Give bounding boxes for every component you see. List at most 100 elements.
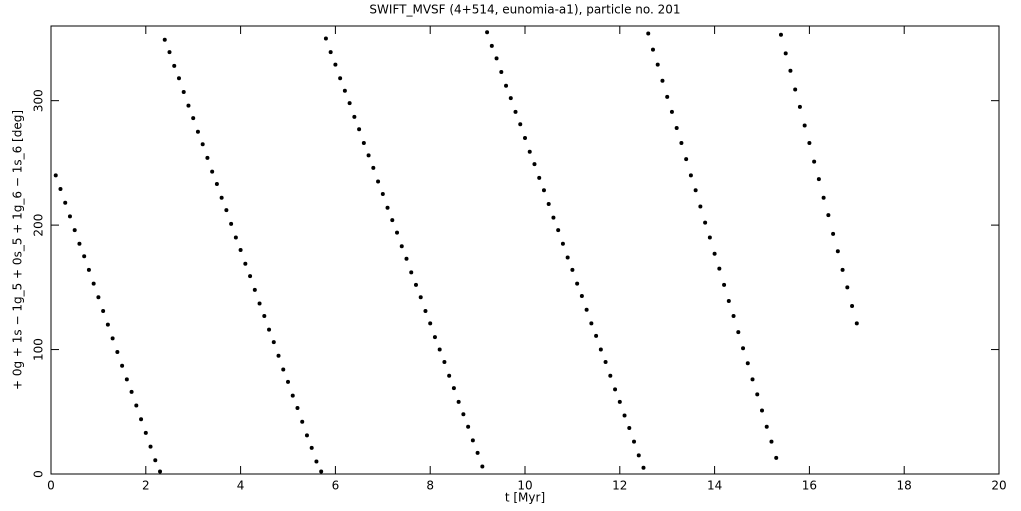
point [669,109,674,114]
point [176,76,181,81]
point [693,188,698,193]
point [665,94,670,99]
point [210,169,215,174]
point [224,208,229,213]
point [276,353,281,358]
y-tick-label: 300 [32,89,46,112]
point [72,228,77,233]
point [357,127,362,132]
point [698,204,703,209]
point [589,321,594,326]
point [96,295,101,300]
point [352,114,357,119]
y-tick-label: 0 [32,470,46,478]
x-tick-label: 16 [802,479,817,493]
point [252,287,257,292]
point [257,301,262,306]
point [129,389,134,394]
point [537,175,542,180]
point [793,87,798,92]
point [437,347,442,352]
point [788,68,793,73]
point [314,459,319,464]
point [139,417,144,422]
point [821,195,826,200]
point [504,83,509,88]
point [451,386,456,391]
point [783,51,788,56]
point [660,78,665,83]
point [613,387,618,392]
point [409,270,414,275]
chart-title: SWIFT_MVSF (4+514, eunomia-a1), particle… [369,3,680,17]
point [646,31,651,36]
point [214,182,219,187]
point [816,177,821,182]
point [181,89,186,94]
point [831,231,836,236]
point [328,50,333,55]
point [603,360,608,364]
point [281,367,286,372]
point [290,393,295,398]
point [556,228,561,233]
point [774,455,779,460]
point [456,399,461,404]
point [579,294,584,299]
point [560,241,565,246]
point [802,123,807,128]
point [91,281,96,286]
point [712,251,717,256]
point [418,295,423,300]
point [466,424,471,429]
point [153,458,158,463]
point [300,419,305,424]
point [333,62,338,67]
point [295,406,300,411]
point [63,200,68,205]
point [518,122,523,127]
point [726,299,731,304]
point [655,62,660,67]
point [470,438,475,443]
point [195,129,200,134]
point [494,56,499,61]
point [769,439,774,444]
point [342,88,347,93]
point [546,201,551,206]
point [371,165,376,170]
point [485,30,490,35]
point [745,361,750,366]
point [760,408,764,413]
point [650,47,655,52]
point [390,218,395,223]
point [115,350,120,355]
point [53,173,58,178]
point [338,76,343,81]
point [826,213,831,218]
x-axis-label: t [Myr] [505,491,545,505]
point [551,215,556,220]
point [532,162,537,167]
point [541,188,546,193]
point [575,281,580,286]
point [86,267,91,272]
point [840,267,845,272]
point [489,43,494,48]
point [627,425,632,430]
point [617,399,622,404]
point [508,96,513,101]
point [679,140,684,145]
point [442,360,447,364]
point [395,230,400,235]
point [267,327,272,332]
point [565,255,570,260]
x-tick-label: 0 [47,479,55,493]
point [319,469,324,474]
point [101,308,106,313]
y-tick-label: 100 [32,338,46,361]
point [722,282,727,287]
point [347,101,352,106]
point [812,159,817,164]
